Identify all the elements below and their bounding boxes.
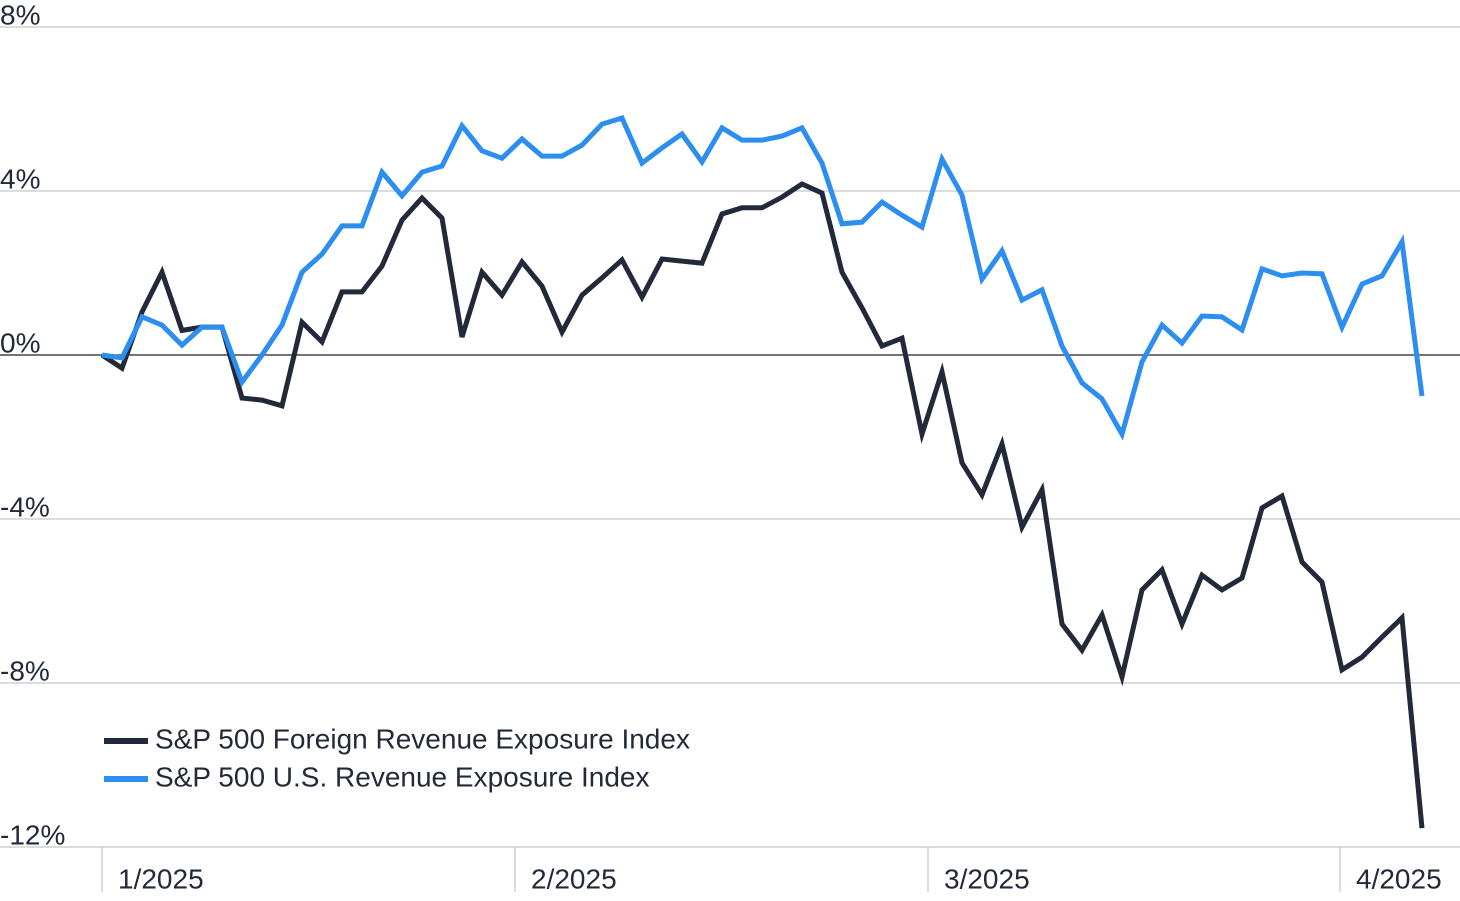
x-tick-label: 4/2025 [1356,863,1442,894]
y-tick-label: 8% [0,0,40,30]
y-tick-label: 4% [0,163,40,194]
legend-label: S&P 500 U.S. Revenue Exposure Index [155,761,649,792]
y-tick-label: -12% [0,819,65,850]
x-tick-label: 2/2025 [531,863,617,894]
series-line [101,114,1425,441]
legend-label: S&P 500 Foreign Revenue Exposure Index [155,723,690,754]
x-tick-label: 1/2025 [118,863,204,894]
y-tick-label: -4% [0,491,50,522]
y-tick-label: 0% [0,327,40,358]
y-tick-label: -8% [0,655,50,686]
series-line [100,181,1425,829]
x-tick-label: 3/2025 [944,863,1030,894]
